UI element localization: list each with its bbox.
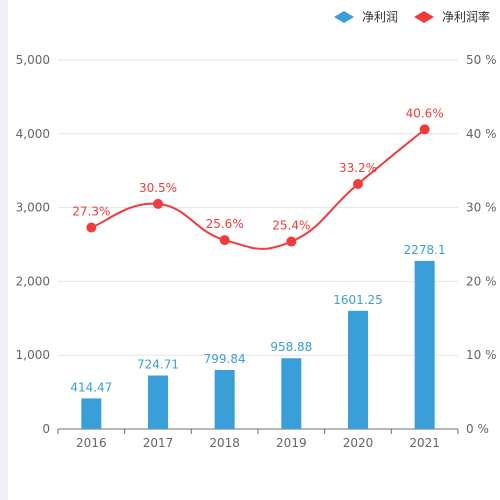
bar[interactable] [348, 310, 368, 429]
bar[interactable] [214, 369, 235, 429]
legend-label-net-profit: 净利润 [361, 10, 398, 24]
line-data-label: 40.6% [406, 106, 444, 120]
bar[interactable] [281, 358, 302, 429]
y-right-tick-label: 20 % [466, 274, 497, 288]
bar-data-label: 414.47 [70, 380, 112, 394]
y-right-tick-label: 40 % [466, 127, 497, 141]
y-left-tick-label: 1,000 [16, 348, 50, 362]
bar-data-label: 724.71 [137, 358, 179, 372]
line-point[interactable] [219, 235, 230, 246]
y-right-tick-label: 10 % [466, 348, 497, 362]
x-tick-label: 2021 [409, 436, 440, 450]
y-right-tick-label: 50 % [466, 53, 497, 67]
chart-legend: 净利润 净利润率 [332, 8, 490, 25]
line-point[interactable] [153, 198, 163, 209]
x-tick-label: 2018 [209, 436, 240, 450]
bar[interactable] [148, 375, 168, 429]
x-tick-label: 2020 [343, 436, 374, 450]
bar[interactable] [81, 398, 102, 429]
bar-data-label: 1601.25 [333, 293, 383, 307]
x-tick-label: 2019 [276, 436, 307, 450]
diamond-icon [333, 10, 354, 23]
line-data-label: 25.4% [272, 219, 310, 233]
x-tick-label: 2016 [76, 436, 107, 450]
left-side-strip [0, 0, 8, 500]
bar-data-label: 958.88 [270, 340, 312, 354]
bar-data-label: 2278.1 [404, 243, 446, 257]
line-point[interactable] [353, 178, 363, 189]
legend-label-net-margin: 净利润率 [441, 10, 490, 24]
legend-item-net-margin[interactable]: 净利润率 [412, 8, 490, 25]
line-point[interactable] [419, 124, 430, 135]
y-left-tick-label: 2,000 [16, 274, 50, 288]
y-left-tick-label: 5,000 [16, 53, 50, 67]
line-data-label: 30.5% [139, 181, 177, 195]
y-left-tick-label: 3,000 [16, 201, 50, 215]
y-right-tick-label: 0 % [466, 422, 489, 436]
bar[interactable] [414, 260, 435, 429]
line-data-label: 33.2% [339, 161, 377, 175]
y-left-tick-label: 0 [42, 422, 50, 436]
line-data-label: 25.6% [206, 217, 244, 231]
diamond-icon [413, 10, 434, 23]
bar-data-label: 799.84 [204, 352, 246, 366]
line-point[interactable] [286, 236, 297, 247]
y-right-tick-label: 30 % [466, 201, 497, 215]
x-tick-label: 2017 [143, 436, 174, 450]
legend-item-net-profit[interactable]: 净利润 [332, 8, 398, 25]
line-point[interactable] [86, 222, 97, 233]
line-data-label: 27.3% [72, 205, 110, 219]
y-left-tick-label: 4,000 [16, 127, 50, 141]
